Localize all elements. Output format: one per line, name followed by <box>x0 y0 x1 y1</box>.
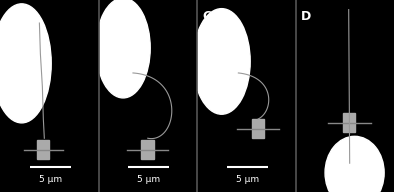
Text: D: D <box>300 10 311 23</box>
Text: 5 μm: 5 μm <box>39 175 62 184</box>
Bar <box>252 119 264 138</box>
Ellipse shape <box>325 136 384 192</box>
Text: C: C <box>202 10 211 23</box>
Text: 5 μm: 5 μm <box>236 175 259 184</box>
Ellipse shape <box>193 9 250 114</box>
Text: 5 μm: 5 μm <box>334 175 357 184</box>
Bar <box>343 113 355 132</box>
Text: B: B <box>103 10 113 23</box>
Text: 5 μm: 5 μm <box>137 175 160 184</box>
Bar <box>37 140 49 159</box>
Ellipse shape <box>0 4 51 123</box>
Ellipse shape <box>96 0 150 98</box>
Text: A: A <box>5 10 15 23</box>
Bar <box>141 140 154 159</box>
